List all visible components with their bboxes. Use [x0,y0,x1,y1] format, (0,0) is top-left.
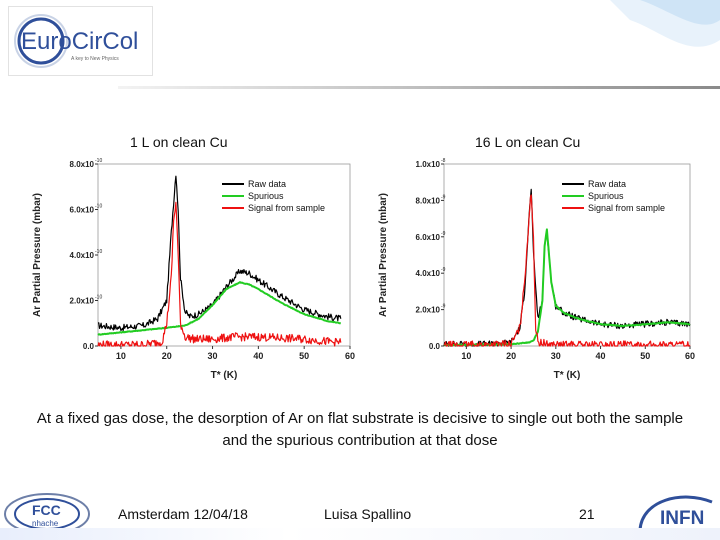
header-divider [118,86,720,89]
y-tick-label: 4.0x10 [416,269,441,278]
x-axis-label: T* (K) [554,370,581,381]
y-tick-exponent: -9 [441,231,446,237]
chart-2: 0.02.0x10 -94.0x10 -96.0x10 -98.0x10 -91.0x1… [378,158,695,381]
legend-label: Signal from sample [588,203,665,213]
series-line-raw-data [97,175,342,332]
y-tick-label: 8.0x10 [70,160,95,169]
series-line-spurious [97,281,342,336]
footer-author: Luisa Spallino [324,506,412,522]
x-tick-label: 40 [596,351,606,361]
y-tick-exponent: -10 [95,295,102,301]
x-tick-label: 30 [551,351,561,361]
x-axis-label: T* (K) [211,370,238,381]
y-tick-label: 0.0 [83,342,95,351]
plot-area [443,163,691,347]
y-tick-exponent: -10 [95,249,102,255]
y-tick-exponent: -10 [95,158,102,164]
legend-label: Spurious [248,191,284,201]
x-tick-label: 20 [162,351,172,361]
legend-label: Raw data [248,179,286,189]
x-tick-label: 40 [253,351,263,361]
y-tick-label: 1.0x10 [416,160,441,169]
logo-tagline: A key to New Physics [71,56,119,62]
x-tick-label: 50 [299,351,309,361]
series-line-signal-from-sample [443,194,691,347]
y-tick-exponent: -9 [441,194,446,200]
x-tick-label: 10 [461,351,471,361]
x-tick-label: 50 [640,351,650,361]
y-axis-label: Ar Partial Pressure (mbar) [378,193,389,317]
y-tick-exponent: -9 [441,267,446,273]
y-tick-label: 2.0x10 [70,297,95,306]
legend-label: Raw data [588,179,626,189]
y-axis-label: Ar Partial Pressure (mbar) [32,193,43,317]
x-tick-label: 60 [685,351,695,361]
legend-label: Spurious [588,191,624,201]
slide-caption: At a fixed gas dose, the desorption of A… [36,410,684,449]
x-tick-label: 60 [345,351,355,361]
x-tick-label: 30 [208,351,218,361]
y-tick-label: 6.0x10 [70,206,95,215]
y-tick-label: 0.0 [429,342,441,351]
footer-location-date: Amsterdam 12/04/18 [118,506,248,522]
y-tick-label: 2.0x10 [416,306,441,315]
y-tick-exponent: -8 [441,158,446,164]
chart-1-title: 1 L on clean Cu [130,134,228,150]
chart-2-title: 16 L on clean Cu [475,134,581,150]
x-tick-label: 10 [116,351,126,361]
svg-text:EuroCirCol: EuroCirCol [21,28,138,55]
y-tick-exponent: -10 [95,204,102,210]
y-tick-label: 6.0x10 [416,233,441,242]
header-decoration [610,0,720,47]
footer-band [0,528,720,540]
svg-text:FCC: FCC [32,502,61,518]
legend-label: Signal from sample [248,203,325,213]
page-number: 21 [579,506,595,522]
y-tick-exponent: -9 [441,304,446,310]
y-tick-label: 8.0x10 [416,196,441,205]
eurocircol-logo-graphic: EuroCirCol A key to New Physics [14,14,138,68]
svg-text:INFN: INFN [660,508,704,529]
chart-1: 0.02.0x10 -104.0x10 -106.0x10 -108.0x10 -101… [32,158,355,381]
eurocircol-logo: EuroCirCol A key to New Physics [8,6,153,76]
svg-text:nhache: nhache [32,519,59,528]
y-tick-label: 4.0x10 [70,251,95,260]
series-line-signal-from-sample [97,201,342,347]
x-tick-label: 20 [506,351,516,361]
plot-area [97,163,351,347]
